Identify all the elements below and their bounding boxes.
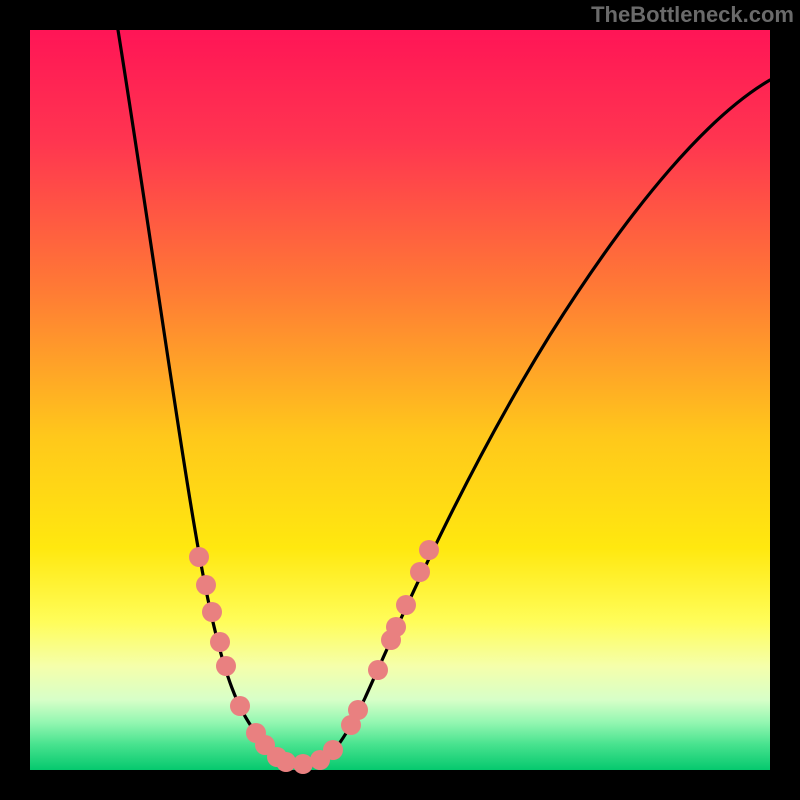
- data-marker: [196, 575, 216, 595]
- app-frame: TheBottleneck.com: [0, 0, 800, 800]
- data-marker: [410, 562, 430, 582]
- data-marker: [386, 617, 406, 637]
- data-marker: [230, 696, 250, 716]
- attribution-text: TheBottleneck.com: [591, 2, 794, 28]
- data-marker: [348, 700, 368, 720]
- data-marker: [189, 547, 209, 567]
- marker-layer: [0, 0, 800, 800]
- data-marker: [419, 540, 439, 560]
- data-marker: [202, 602, 222, 622]
- data-marker: [210, 632, 230, 652]
- data-marker: [323, 740, 343, 760]
- data-marker: [396, 595, 416, 615]
- data-marker: [216, 656, 236, 676]
- data-marker: [368, 660, 388, 680]
